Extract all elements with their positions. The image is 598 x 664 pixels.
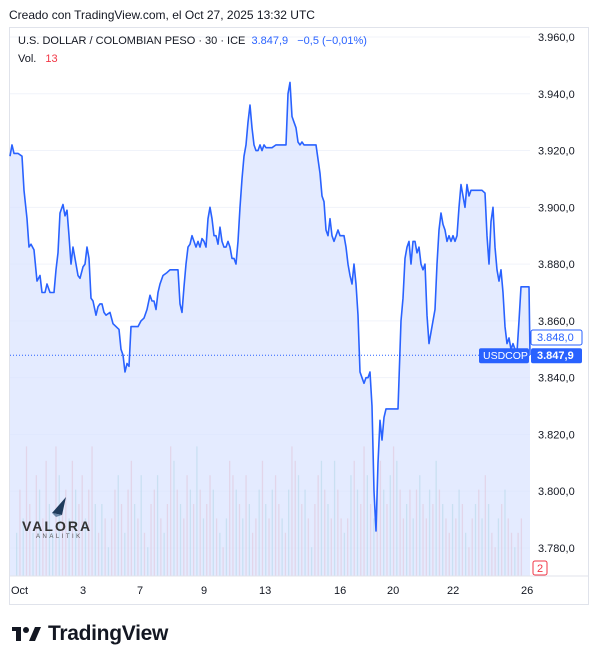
price-axis: 3.960,0 3.940,0 3.920,0 3.900,0 3.880,0 3.860… [538, 32, 575, 555]
y-tick-label: 3.960,0 [538, 32, 575, 44]
x-tick-label: 20 [387, 585, 399, 597]
y-tick-label: 3.900,0 [538, 202, 575, 214]
x-tick-label: Oct [11, 585, 28, 597]
price-line [9, 81, 531, 532]
last-price-text: 3.847,9 [537, 350, 574, 362]
volume-badge-box [532, 560, 548, 576]
price-label-box [530, 329, 583, 346]
x-tick-label: 3 [80, 585, 86, 597]
symbol-legend[interactable]: U.S. DOLLAR / COLOMBIAN PESO · 30 · ICE … [18, 35, 367, 47]
price-area [10, 82, 530, 577]
y-tick-label: 3.780,0 [538, 543, 575, 555]
symbol-title: U.S. DOLLAR / COLOMBIAN PESO · 30 · ICE [18, 35, 246, 47]
volume-value: 13 [45, 53, 58, 65]
x-tick-label: 16 [334, 585, 346, 597]
created-by-caption: Creado con TradingView.com, el Oct 27, 2… [9, 8, 315, 22]
tradingview-brand: TradingView [48, 622, 169, 645]
y-tick-label: 3.880,0 [538, 259, 575, 271]
x-tick-label: 13 [259, 585, 271, 597]
volume-label: Vol. [18, 53, 37, 65]
symbol-tag-box [479, 348, 529, 364]
tradingview-logo-icon [12, 627, 41, 641]
volume-badge-text: 2 [537, 563, 543, 575]
watermark-subtitle: ANALITIK [36, 534, 83, 540]
x-tick-label: 22 [447, 585, 459, 597]
x-tick-label: 7 [137, 585, 143, 597]
last-price-box [531, 348, 582, 364]
y-tick-label: 3.940,0 [538, 89, 575, 101]
symbol-tag-text: USDCOP [483, 350, 528, 362]
chart-frame [9, 27, 589, 605]
y-tick-label: 3.860,0 [538, 316, 575, 328]
y-tick-label: 3.800,0 [538, 486, 575, 498]
x-tick-label: 26 [521, 585, 533, 597]
volume-legend[interactable]: Vol. 13 [18, 53, 58, 65]
y-tick-label: 3.920,0 [538, 146, 575, 158]
tradingview-footer-logo[interactable]: TradingView [12, 622, 168, 646]
valora-logo-icon [52, 497, 66, 517]
y-tick-label: 3.840,0 [538, 373, 575, 385]
watermark-name: VALORA [22, 518, 93, 534]
price-labels: 3.848,0 USDCOP 3.847,9 2 [479, 329, 583, 576]
price-label-text: 3.848,0 [537, 332, 574, 344]
x-tick-label: 9 [201, 585, 207, 597]
last-value: 3.847,9 [251, 35, 289, 47]
price-change: −0,5 (−0,01%) [297, 35, 367, 47]
y-tick-label: 3.820,0 [538, 429, 575, 441]
time-axis: Oct 3 7 9 13 16 20 22 26 [10, 575, 588, 597]
